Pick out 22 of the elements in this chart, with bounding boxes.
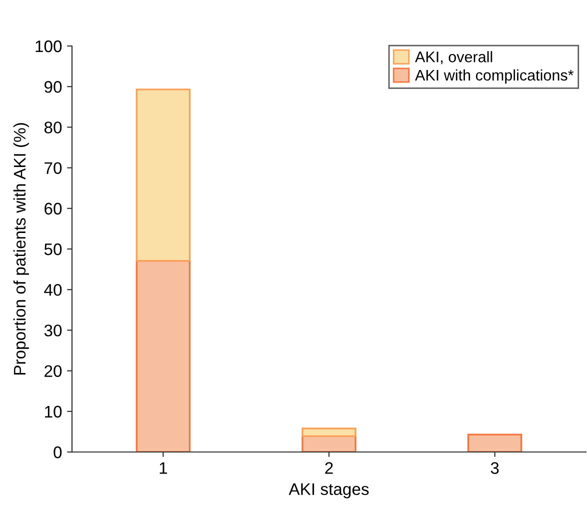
y-tick-label: 100 bbox=[36, 40, 62, 52]
y-tick-label: 40 bbox=[44, 284, 62, 296]
y-axis-title: Proportion of patients with AKI (%) bbox=[13, 123, 29, 375]
y-tick-label: 80 bbox=[44, 122, 62, 134]
y-tick-label: 20 bbox=[44, 365, 62, 378]
y-tick-label: 10 bbox=[45, 406, 62, 418]
bar bbox=[136, 88, 191, 262]
legend-label: AKI, overall bbox=[415, 51, 492, 64]
bar bbox=[136, 260, 191, 452]
x-tick-label: 2 bbox=[325, 462, 333, 474]
y-tick-label: 30 bbox=[44, 324, 62, 336]
legend-label: AKI with complications* bbox=[415, 69, 574, 84]
x-axis-title: AKI stages bbox=[288, 483, 369, 498]
y-tick-label: 70 bbox=[44, 162, 62, 174]
x-tick-label: 1 bbox=[160, 462, 168, 474]
x-tick-label: 3 bbox=[490, 462, 499, 474]
y-tick-label: 0 bbox=[54, 446, 62, 458]
bar bbox=[467, 434, 522, 452]
y-tick-label: 60 bbox=[44, 202, 62, 215]
y-tick-label: 50 bbox=[44, 243, 62, 256]
y-tick-label: 90 bbox=[44, 81, 62, 93]
bar bbox=[302, 428, 356, 437]
